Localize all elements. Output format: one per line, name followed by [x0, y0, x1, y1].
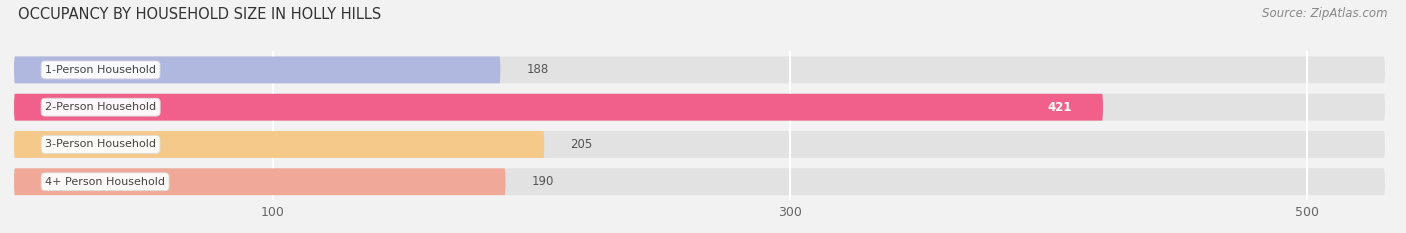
Text: Source: ZipAtlas.com: Source: ZipAtlas.com [1263, 7, 1388, 20]
Text: 3-Person Household: 3-Person Household [45, 140, 156, 149]
Text: 190: 190 [531, 175, 554, 188]
Text: 188: 188 [526, 63, 548, 76]
Text: 2-Person Household: 2-Person Household [45, 102, 156, 112]
FancyBboxPatch shape [14, 168, 1385, 195]
FancyBboxPatch shape [14, 56, 1385, 83]
Text: OCCUPANCY BY HOUSEHOLD SIZE IN HOLLY HILLS: OCCUPANCY BY HOUSEHOLD SIZE IN HOLLY HIL… [18, 7, 381, 22]
FancyBboxPatch shape [14, 131, 1385, 158]
Text: 205: 205 [571, 138, 592, 151]
FancyBboxPatch shape [14, 168, 506, 195]
FancyBboxPatch shape [14, 94, 1102, 121]
FancyBboxPatch shape [14, 94, 1385, 121]
FancyBboxPatch shape [14, 131, 544, 158]
Text: 4+ Person Household: 4+ Person Household [45, 177, 165, 187]
Text: 1-Person Household: 1-Person Household [45, 65, 156, 75]
FancyBboxPatch shape [14, 56, 501, 83]
Text: 421: 421 [1047, 101, 1071, 114]
